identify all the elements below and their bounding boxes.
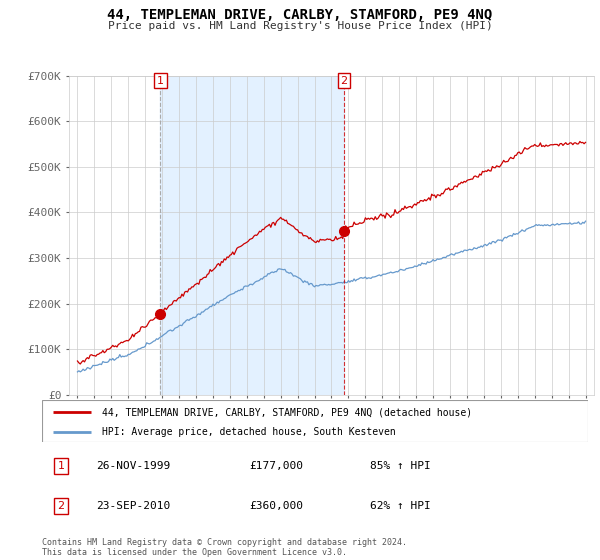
Text: 2: 2 [58,501,65,511]
Text: 85% ↑ HPI: 85% ↑ HPI [370,461,430,472]
Text: 1: 1 [58,461,65,472]
Bar [160,76,344,395]
FancyBboxPatch shape [42,400,588,442]
Text: HPI: Average price, detached house, South Kesteven: HPI: Average price, detached house, Sout… [102,427,396,437]
Text: £177,000: £177,000 [250,461,304,472]
Text: Contains HM Land Registry data © Crown copyright and database right 2024.
This d: Contains HM Land Registry data © Crown c… [42,538,407,557]
Text: 23-SEP-2010: 23-SEP-2010 [97,501,171,511]
Text: 1: 1 [157,76,164,86]
Text: 44, TEMPLEMAN DRIVE, CARLBY, STAMFORD, PE9 4NQ (detached house): 44, TEMPLEMAN DRIVE, CARLBY, STAMFORD, P… [102,407,472,417]
Text: 26-NOV-1999: 26-NOV-1999 [97,461,171,472]
Text: £360,000: £360,000 [250,501,304,511]
Text: 2: 2 [340,76,347,86]
Text: 62% ↑ HPI: 62% ↑ HPI [370,501,430,511]
Text: Price paid vs. HM Land Registry's House Price Index (HPI): Price paid vs. HM Land Registry's House … [107,21,493,31]
Text: 44, TEMPLEMAN DRIVE, CARLBY, STAMFORD, PE9 4NQ: 44, TEMPLEMAN DRIVE, CARLBY, STAMFORD, P… [107,8,493,22]
